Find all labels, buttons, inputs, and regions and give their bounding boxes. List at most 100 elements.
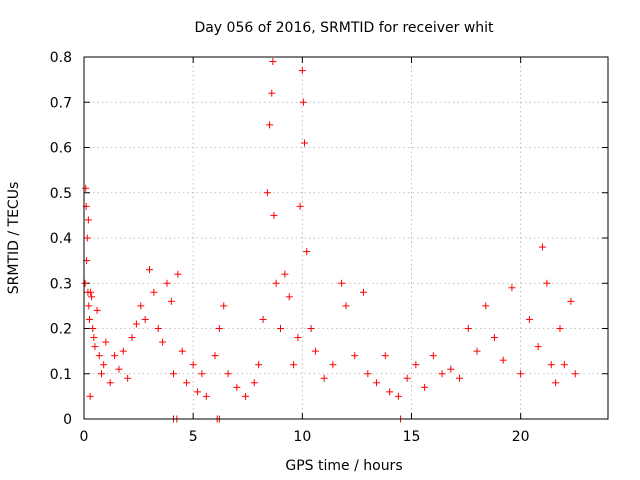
data-point	[132, 320, 140, 328]
data-point	[464, 325, 472, 332]
data-point	[490, 334, 498, 342]
data-point	[266, 121, 274, 129]
data-point	[272, 279, 280, 287]
data-point	[311, 347, 319, 355]
data-point	[82, 184, 90, 192]
data-point	[412, 361, 420, 369]
data-point	[298, 67, 306, 75]
data-point	[88, 293, 96, 301]
data-point	[224, 370, 232, 378]
data-point	[285, 293, 293, 301]
data-point	[97, 370, 105, 378]
data-point	[351, 352, 359, 360]
data-point	[294, 334, 302, 342]
data-point	[146, 266, 153, 274]
data-point	[93, 306, 101, 314]
data-point	[329, 361, 337, 369]
data-point	[525, 315, 533, 323]
data-point	[571, 370, 579, 378]
data-point	[255, 361, 263, 369]
data-point	[517, 370, 525, 378]
data-point	[567, 297, 575, 305]
data-point	[364, 370, 372, 378]
data-point	[198, 370, 206, 378]
data-point	[263, 189, 271, 197]
data-point	[150, 288, 158, 296]
data-point	[91, 343, 99, 351]
data-point	[111, 352, 119, 360]
data-point	[281, 270, 289, 278]
chart-title: Day 056 of 2016, SRMTID for receiver whi…	[194, 20, 494, 36]
y-tick-label: 0	[63, 412, 72, 428]
data-point	[119, 347, 127, 355]
data-point	[543, 279, 551, 287]
y-tick-label: 0.4	[50, 231, 72, 247]
data-point	[154, 325, 162, 332]
data-point	[102, 338, 110, 346]
x-tick-label: 0	[80, 429, 89, 445]
data-point	[482, 302, 490, 310]
plot-frame	[83, 56, 609, 420]
data-point	[552, 379, 560, 387]
y-tick-label: 0.3	[50, 276, 72, 292]
data-point	[438, 370, 446, 378]
data-point	[167, 297, 175, 305]
x-tick-label: 5	[189, 429, 198, 445]
data-point	[81, 279, 89, 287]
data-point	[233, 383, 241, 391]
data-point	[473, 347, 481, 355]
data-point	[456, 374, 464, 382]
x-axis-label: GPS time / hours	[285, 458, 402, 474]
y-axis-label: SRMTID / TECUs	[6, 182, 22, 295]
data-point	[90, 334, 98, 342]
data-point	[556, 325, 564, 332]
data-point	[141, 315, 149, 323]
data-point	[303, 248, 311, 256]
data-point	[307, 325, 315, 332]
y-tick-label: 0.8	[50, 50, 72, 66]
data-point	[170, 370, 178, 378]
data-point	[338, 279, 346, 287]
data-point	[189, 361, 197, 369]
data-point	[301, 139, 309, 147]
data-point	[269, 58, 277, 66]
data-point	[174, 270, 182, 278]
data-point	[194, 388, 202, 396]
data-point	[386, 388, 394, 396]
data-point	[534, 343, 542, 351]
data-point	[447, 365, 455, 373]
data-point	[178, 347, 186, 355]
data-point	[508, 284, 516, 292]
y-tick-label: 0.1	[50, 367, 72, 383]
data-point	[421, 383, 429, 391]
data-point	[215, 325, 223, 332]
data-point	[381, 352, 389, 360]
data-point	[290, 361, 298, 369]
data-point	[128, 334, 136, 342]
data-point	[163, 279, 171, 287]
data-point	[560, 361, 568, 369]
data-point	[429, 352, 437, 360]
data-point	[137, 302, 145, 310]
data-point	[359, 288, 367, 296]
data-point	[277, 325, 284, 332]
data-point	[202, 392, 210, 400]
data-point	[124, 374, 132, 382]
y-tick-label: 0.2	[50, 322, 72, 338]
data-point	[394, 392, 402, 400]
data-point	[259, 315, 267, 323]
data-point	[86, 392, 94, 400]
data-point	[85, 315, 93, 323]
data-point	[342, 302, 350, 310]
data-point	[84, 216, 92, 224]
data-point	[250, 379, 258, 387]
data-point	[83, 234, 91, 242]
data-point	[220, 302, 228, 310]
data-points	[81, 58, 579, 423]
data-point	[373, 379, 381, 387]
data-point	[87, 288, 95, 296]
data-point	[299, 98, 307, 106]
data-point	[320, 374, 328, 382]
